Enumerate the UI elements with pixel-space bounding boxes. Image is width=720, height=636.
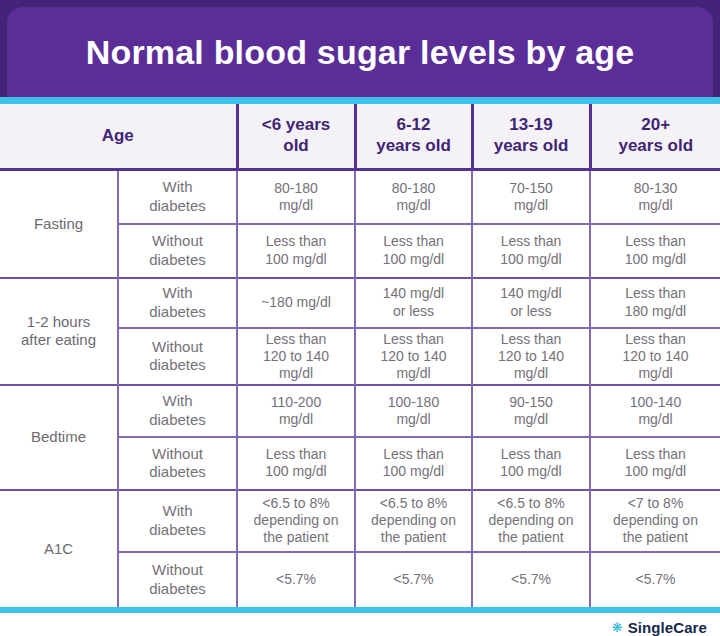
value-cell: Less than 100 mg/dl bbox=[237, 224, 355, 278]
row-fasting-with: Fasting With diabetes 80-180 mg/dl 80-18… bbox=[0, 170, 720, 224]
sub-label-with-diabetes: With diabetes bbox=[118, 170, 237, 224]
value-cell: 80-180 mg/dl bbox=[355, 170, 472, 224]
row-label-a1c: A1C bbox=[0, 490, 118, 607]
value-cell: Less than 180 mg/dl bbox=[590, 278, 720, 328]
row-bedtime-with: Bedtime With diabetes 110-200 mg/dl 100-… bbox=[0, 385, 720, 437]
footer: ❋ SingleCare bbox=[0, 613, 720, 636]
value-cell: Less than 120 to 140 mg/dl bbox=[355, 328, 472, 385]
value-cell: 90-150 mg/dl bbox=[472, 385, 590, 437]
value-cell: 80-130 mg/dl bbox=[590, 170, 720, 224]
sub-label-with-diabetes: With diabetes bbox=[118, 385, 237, 437]
value-cell: <7 to 8% depending on the patient bbox=[590, 490, 720, 552]
blood-sugar-table: Age <6 years old 6-12 years old 13-19 ye… bbox=[0, 104, 720, 607]
top-cyan-divider bbox=[0, 97, 720, 104]
sub-label-without-diabetes: Without diabetes bbox=[118, 224, 237, 278]
infographic-page: Normal blood sugar levels by age Age <6 … bbox=[0, 0, 720, 636]
value-cell: Less than 120 to 140 mg/dl bbox=[472, 328, 590, 385]
title-banner-frame: Normal blood sugar levels by age bbox=[0, 0, 720, 97]
value-cell: 70-150 mg/dl bbox=[472, 170, 590, 224]
age-header-cell: Age bbox=[0, 104, 237, 170]
sub-label-with-diabetes: With diabetes bbox=[118, 278, 237, 328]
value-cell: <6.5 to 8% depending on the patient bbox=[472, 490, 590, 552]
row-a1c-with: A1C With diabetes <6.5 to 8% depending o… bbox=[0, 490, 720, 552]
column-header-under-6: <6 years old bbox=[237, 104, 355, 170]
value-cell: <5.7% bbox=[590, 552, 720, 607]
value-cell: 100-180 mg/dl bbox=[355, 385, 472, 437]
value-cell: Less than 120 to 140 mg/dl bbox=[590, 328, 720, 385]
value-cell: Less than 100 mg/dl bbox=[590, 224, 720, 278]
row-after-eating-with: 1-2 hours after eating With diabetes ~18… bbox=[0, 278, 720, 328]
value-cell: Less than 100 mg/dl bbox=[237, 437, 355, 490]
value-cell: 110-200 mg/dl bbox=[237, 385, 355, 437]
sub-label-without-diabetes: Without diabetes bbox=[118, 552, 237, 607]
value-cell: Less than 100 mg/dl bbox=[355, 224, 472, 278]
value-cell: ~180 mg/dl bbox=[237, 278, 355, 328]
value-cell: Less than 120 to 140 mg/dl bbox=[237, 328, 355, 385]
table-header-row: Age <6 years old 6-12 years old 13-19 ye… bbox=[0, 104, 720, 170]
value-cell: Less than 100 mg/dl bbox=[355, 437, 472, 490]
value-cell: 80-180 mg/dl bbox=[237, 170, 355, 224]
value-cell: 100-140 mg/dl bbox=[590, 385, 720, 437]
value-cell: 140 mg/dl or less bbox=[472, 278, 590, 328]
row-label-fasting: Fasting bbox=[0, 170, 118, 278]
value-cell: 140 mg/dl or less bbox=[355, 278, 472, 328]
column-header-6-12: 6-12 years old bbox=[355, 104, 472, 170]
value-cell: Less than 100 mg/dl bbox=[472, 437, 590, 490]
page-title: Normal blood sugar levels by age bbox=[86, 33, 635, 72]
value-cell: <5.7% bbox=[472, 552, 590, 607]
sub-label-with-diabetes: With diabetes bbox=[118, 490, 237, 552]
value-cell: <5.7% bbox=[237, 552, 355, 607]
value-cell: Less than 100 mg/dl bbox=[590, 437, 720, 490]
title-banner: Normal blood sugar levels by age bbox=[7, 7, 713, 97]
value-cell: <5.7% bbox=[355, 552, 472, 607]
row-label-after-eating: 1-2 hours after eating bbox=[0, 278, 118, 385]
row-label-bedtime: Bedtime bbox=[0, 385, 118, 490]
value-cell: Less than 100 mg/dl bbox=[472, 224, 590, 278]
value-cell: <6.5 to 8% depending on the patient bbox=[355, 490, 472, 552]
sub-label-without-diabetes: Without diabetes bbox=[118, 328, 237, 385]
sub-label-without-diabetes: Without diabetes bbox=[118, 437, 237, 490]
column-header-20-plus: 20+ years old bbox=[590, 104, 720, 170]
brand-name: SingleCare bbox=[628, 619, 707, 636]
column-header-13-19: 13-19 years old bbox=[472, 104, 590, 170]
singlecare-logo-icon: ❋ bbox=[612, 621, 623, 634]
value-cell: <6.5 to 8% depending on the patient bbox=[237, 490, 355, 552]
